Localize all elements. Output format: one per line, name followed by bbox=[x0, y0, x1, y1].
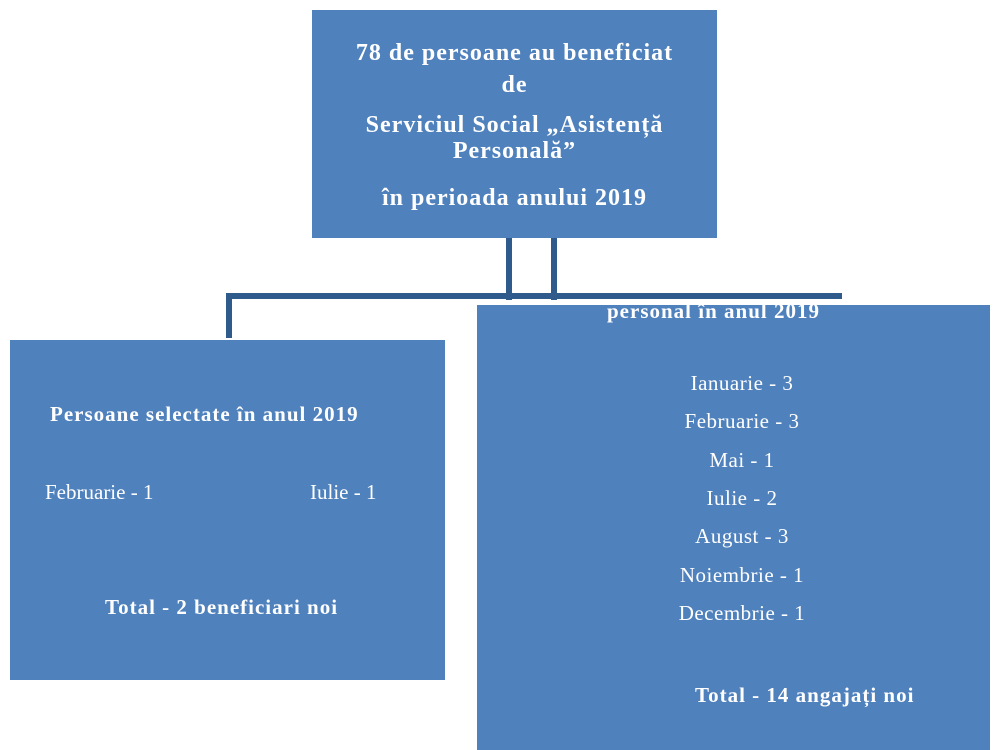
right-item: Noiembrie - 1 bbox=[679, 562, 805, 587]
top-line: de bbox=[501, 72, 528, 98]
top-box: 78 de persoane au beneficiat de Serviciu… bbox=[312, 10, 717, 238]
connector bbox=[226, 293, 842, 299]
left-box: Persoane selectate în anul 2019 Februari… bbox=[10, 340, 445, 680]
left-title: Persoane selectate în anul 2019 bbox=[50, 402, 359, 426]
right-item: Mai - 1 bbox=[709, 447, 775, 472]
top-line: 78 de persoane au beneficiat bbox=[355, 40, 674, 66]
left-total: Total - 2 beneficiari noi bbox=[105, 595, 339, 619]
right-total: Total - 14 angajați noi bbox=[695, 683, 915, 707]
right-item: August - 3 bbox=[695, 524, 789, 549]
top-line: Serviciul Social „Asistență bbox=[365, 112, 664, 138]
left-item: Februarie - 1 bbox=[45, 480, 154, 504]
left-item: Iulie - 1 bbox=[310, 480, 377, 504]
connector bbox=[506, 238, 512, 300]
right-box: personal în anul 2019 Ianuarie - 3 Februa… bbox=[477, 305, 990, 750]
right-title: personal în anul 2019 bbox=[607, 305, 820, 323]
right-item: Ianuarie - 3 bbox=[690, 371, 794, 395]
connector bbox=[551, 238, 557, 300]
right-item: Februarie - 3 bbox=[684, 409, 800, 434]
right-item: Decembrie - 1 bbox=[678, 600, 806, 625]
right-item: Iulie - 2 bbox=[706, 485, 778, 510]
connector bbox=[226, 293, 232, 338]
top-line: în perioada anului 2019 bbox=[381, 185, 648, 211]
top-line: Personală” bbox=[452, 138, 577, 164]
